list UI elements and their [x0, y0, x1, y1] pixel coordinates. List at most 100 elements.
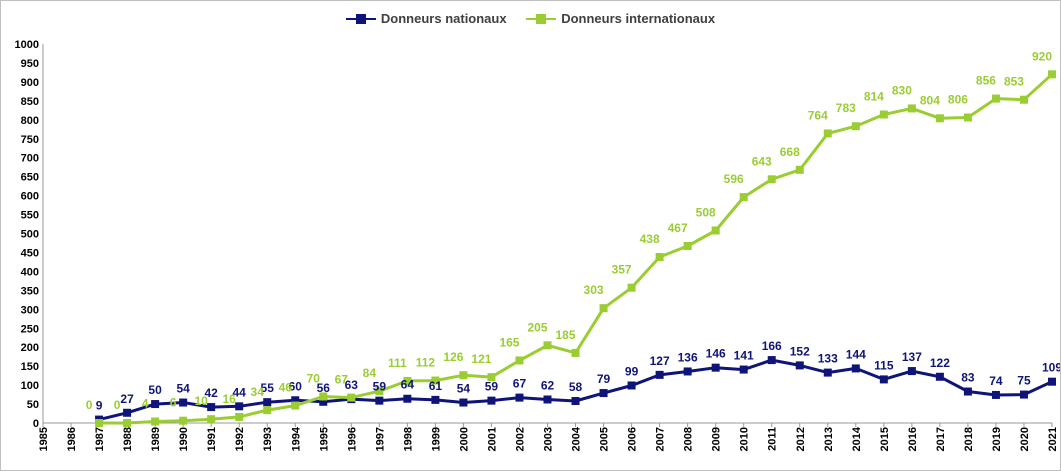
data-point — [263, 406, 272, 415]
y-tick-label: 100 — [21, 380, 39, 392]
x-tick-label: 2002 — [514, 427, 526, 451]
series-1 — [95, 70, 1056, 427]
x-tick-label: 2012 — [795, 427, 807, 451]
data-point — [655, 252, 664, 261]
x-tick-label: 1992 — [234, 427, 246, 451]
data-point — [907, 367, 916, 376]
x-tick-label: 1996 — [346, 427, 358, 451]
data-label: 596 — [724, 172, 744, 186]
y-tick-label: 500 — [21, 229, 39, 241]
data-label: 109 — [1042, 361, 1060, 375]
y-tick-label: 0 — [33, 418, 39, 430]
y-tick-label: 750 — [21, 134, 39, 146]
data-label: 99 — [625, 364, 639, 378]
data-label: 59 — [485, 380, 499, 394]
x-tick-label: 2007 — [655, 427, 667, 451]
data-point — [767, 175, 776, 184]
legend-item-series-0: Donneurs nationaux — [345, 11, 507, 26]
data-label: 111 — [388, 356, 407, 370]
data-point — [151, 400, 160, 409]
x-tick-label: 2017 — [935, 427, 947, 451]
legend-swatch-series-0 — [345, 13, 376, 25]
data-point — [543, 341, 552, 350]
data-label: 10 — [194, 394, 208, 408]
data-point — [823, 368, 832, 377]
data-label: 64 — [401, 378, 415, 392]
data-label: 6 — [170, 396, 177, 410]
data-point — [487, 396, 496, 405]
y-tick-label: 50 — [27, 399, 39, 411]
x-tick-label: 1986 — [66, 427, 78, 451]
data-point — [123, 408, 132, 417]
data-label: 126 — [443, 350, 463, 364]
data-point — [739, 365, 748, 374]
x-tick-label: 1997 — [374, 427, 386, 451]
data-label: 42 — [204, 386, 218, 400]
x-tick-label: 1990 — [178, 427, 190, 451]
data-point — [1019, 390, 1028, 399]
data-point — [711, 363, 720, 372]
data-point — [879, 375, 888, 384]
data-label: 44 — [233, 385, 247, 399]
data-point — [991, 390, 1000, 399]
y-tick-label: 850 — [21, 96, 39, 108]
y-tick-label: 950 — [21, 58, 39, 70]
data-label: 668 — [780, 145, 800, 159]
data-label: 112 — [416, 356, 436, 370]
x-tick-label: 2003 — [543, 427, 555, 451]
x-tick-label: 1989 — [150, 427, 162, 451]
x-tick-label: 1994 — [290, 426, 302, 451]
data-point — [991, 94, 1000, 103]
y-tick-labels: 0 50 100 150 200 250 300 350 400 450 500 550 600 650 7… — [15, 39, 39, 430]
data-label: 60 — [289, 379, 303, 393]
x-tick-label: 2015 — [879, 427, 891, 451]
y-tick-label: 1000 — [15, 39, 39, 51]
x-tick-label: 2008 — [683, 427, 695, 451]
x-tick-label: 2018 — [963, 427, 975, 451]
data-point — [319, 397, 328, 406]
y-tick-label: 450 — [21, 247, 39, 259]
data-point — [319, 392, 328, 401]
data-label: 764 — [808, 108, 828, 122]
data-label: 67 — [335, 373, 349, 387]
data-point — [291, 401, 300, 410]
data-label: 16 — [223, 392, 237, 406]
data-label: 303 — [584, 283, 604, 297]
y-tick-label: 900 — [21, 77, 39, 89]
y-tick-label: 300 — [21, 304, 39, 316]
data-label: 144 — [846, 347, 866, 361]
data-point — [123, 419, 132, 427]
data-point — [151, 417, 160, 426]
data-point — [515, 356, 524, 365]
data-label: 127 — [650, 354, 670, 368]
x-tick-label: 1991 — [206, 427, 218, 451]
data-label: 136 — [678, 350, 698, 364]
data-point — [375, 396, 384, 405]
data-point — [571, 397, 580, 406]
data-point — [739, 193, 748, 202]
data-point — [907, 104, 916, 113]
data-point — [431, 395, 440, 404]
data-label: 783 — [836, 101, 856, 115]
data-point — [235, 402, 244, 411]
data-point — [207, 415, 216, 424]
y-tick-label: 400 — [21, 266, 39, 278]
y-tick-label: 800 — [21, 115, 39, 127]
data-label: 83 — [961, 371, 975, 385]
data-point — [711, 226, 720, 235]
data-label: 34 — [251, 385, 265, 399]
x-tick-label: 2013 — [823, 427, 835, 451]
x-tick-label: 1998 — [402, 427, 414, 451]
x-tick-label: 2004 — [571, 426, 583, 451]
data-point — [823, 129, 832, 138]
data-label: 4 — [142, 396, 149, 410]
x-tick-label: 2011 — [767, 427, 779, 451]
data-point — [599, 389, 608, 398]
data-point — [207, 403, 216, 412]
data-label: 141 — [734, 349, 754, 363]
data-label: 853 — [1004, 75, 1024, 89]
data-label: 146 — [706, 347, 726, 361]
data-label: 27 — [120, 392, 134, 406]
data-point — [403, 394, 412, 403]
